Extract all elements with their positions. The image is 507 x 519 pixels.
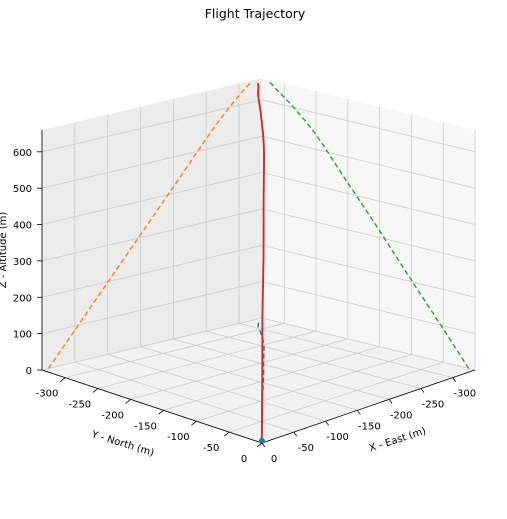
x-tick-label-1: -50 xyxy=(298,443,314,454)
y-tick-label-3: -150 xyxy=(134,421,157,432)
z-tick-label-6: 600 xyxy=(13,148,32,159)
z-tick-label-3: 300 xyxy=(13,257,32,268)
z-axis-label: Z - Altitude (m) xyxy=(0,212,9,289)
x-tick-mark-1 xyxy=(294,432,297,436)
x-tick-label-0: 0 xyxy=(271,454,277,465)
y-tick-label-1: -50 xyxy=(203,443,219,454)
x-tick-label-6: -300 xyxy=(453,389,476,400)
y-tick-mark-1 xyxy=(224,432,229,436)
y-tick-mark-0 xyxy=(257,443,262,447)
z-tick-label-2: 200 xyxy=(13,293,32,304)
y-tick-label-5: -250 xyxy=(68,400,91,411)
x-tick-mark-6 xyxy=(453,378,456,382)
z-tick-label-4: 400 xyxy=(13,221,32,232)
y-tick-mark-2 xyxy=(191,421,196,425)
z-tick-label-0: 0 xyxy=(26,366,32,377)
y-tick-label-4: -200 xyxy=(101,410,124,421)
x-tick-mark-0 xyxy=(262,443,265,447)
x-tick-label-5: -250 xyxy=(422,400,445,411)
x-tick-mark-2 xyxy=(326,421,329,425)
z-tick-label-5: 500 xyxy=(13,184,32,195)
x-tick-label-3: -150 xyxy=(358,421,381,432)
x-tick-mark-4 xyxy=(389,399,392,403)
y-tick-mark-3 xyxy=(158,410,163,414)
y-tick-mark-5 xyxy=(93,389,98,393)
x-tick-label-4: -200 xyxy=(390,410,413,421)
y-tick-label-0: 0 xyxy=(241,454,247,465)
x-tick-mark-3 xyxy=(357,410,360,414)
y-axis-label: Y - North (m) xyxy=(89,429,155,459)
y-tick-mark-6 xyxy=(60,378,65,382)
y-tick-label-6: -300 xyxy=(36,389,59,400)
chart-title: Flight Trajectory xyxy=(205,6,306,21)
y-tick-label-2: -100 xyxy=(167,432,190,443)
x-tick-mark-5 xyxy=(421,389,424,393)
y-tick-mark-4 xyxy=(126,399,131,403)
x-tick-label-2: -100 xyxy=(326,432,349,443)
z-tick-label-1: 100 xyxy=(13,330,32,341)
